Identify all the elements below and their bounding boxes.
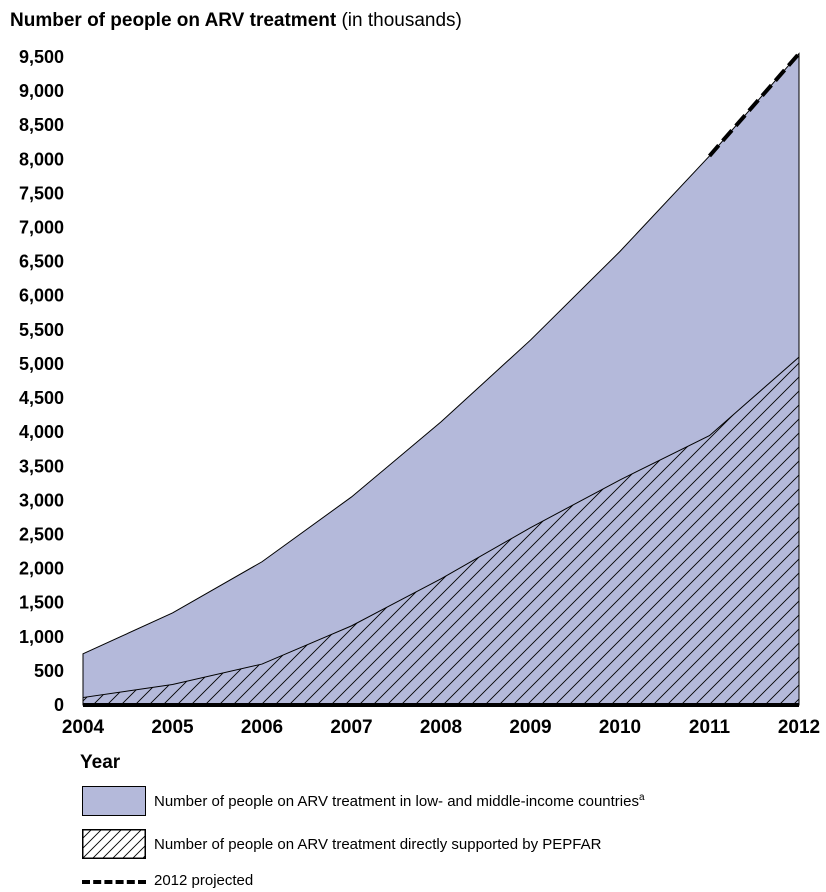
x-tick-label: 2011 xyxy=(689,717,731,738)
x-axis-label: Year xyxy=(80,752,121,773)
legend-item-projected: 2012 projected xyxy=(82,872,254,889)
y-tick-label: 5,500 xyxy=(19,320,64,340)
y-tick-label: 5,000 xyxy=(19,354,64,374)
y-tick-label: 9,500 xyxy=(19,47,64,67)
x-tick-label: 2005 xyxy=(151,717,194,738)
x-tick-label: 2006 xyxy=(241,717,283,738)
legend-item-pepfar: Number of people on ARV treatment direct… xyxy=(82,829,601,859)
legend-swatch-solid xyxy=(82,786,146,816)
y-tick-label: 3,000 xyxy=(19,490,64,510)
y-tick-label: 8,500 xyxy=(19,115,64,135)
projected-dashed-line xyxy=(707,52,801,158)
chart-title-unit: (in thousands) xyxy=(336,10,462,31)
y-tick-label: 7,500 xyxy=(19,183,64,203)
area-pepfar xyxy=(82,356,800,706)
y-tick-label: 9,000 xyxy=(19,81,64,101)
y-tick-label: 2,000 xyxy=(19,559,64,579)
y-tick-label: 500 xyxy=(34,661,64,681)
footnote-marker: a xyxy=(638,792,645,803)
y-tick-label: 1,500 xyxy=(19,593,64,613)
y-tick-label: 6,000 xyxy=(19,286,64,306)
chart-title-main: Number of people on ARV treatment xyxy=(10,10,337,31)
x-tick-label: 2009 xyxy=(509,717,551,738)
x-tick-label: 2004 xyxy=(62,717,105,738)
x-tick-label: 2010 xyxy=(599,717,641,738)
y-tick-label: 2,500 xyxy=(19,524,64,544)
x-tick-label: 2008 xyxy=(420,717,462,738)
y-tick-label: 6,500 xyxy=(19,252,64,272)
legend-dash-projected xyxy=(82,879,146,884)
chart-title: Number of people on ARV treatment (in th… xyxy=(10,10,462,32)
y-tick-label: 8,000 xyxy=(19,149,64,169)
y-tick-label: 1,000 xyxy=(19,627,64,647)
legend-label-pepfar: Number of people on ARV treatment direct… xyxy=(154,835,602,853)
legend-swatch-hatched xyxy=(82,829,146,859)
legend-label-low-middle-income: Number of people on ARV treatment in low… xyxy=(154,792,645,810)
x-tick-label: 2012 xyxy=(778,717,820,738)
x-tick-label: 2007 xyxy=(330,717,372,738)
legend-item-low-middle-income: Number of people on ARV treatment in low… xyxy=(82,786,645,816)
y-tick-label: 3,500 xyxy=(19,456,64,476)
legend-label-projected: 2012 projected xyxy=(154,872,254,889)
y-tick-label: 4,000 xyxy=(19,422,64,442)
y-tick-label: 0 xyxy=(54,695,64,715)
y-tick-label: 7,000 xyxy=(19,218,64,238)
y-tick-label: 4,500 xyxy=(19,388,64,408)
